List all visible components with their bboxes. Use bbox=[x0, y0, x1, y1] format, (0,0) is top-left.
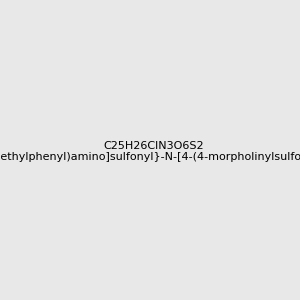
Text: C25H26ClN3O6S2
4-chloro-3-{[(2,5-dimethylphenyl)amino]sulfonyl}-N-[4-(4-morpholi: C25H26ClN3O6S2 4-chloro-3-{[(2,5-dimethy… bbox=[0, 141, 300, 162]
